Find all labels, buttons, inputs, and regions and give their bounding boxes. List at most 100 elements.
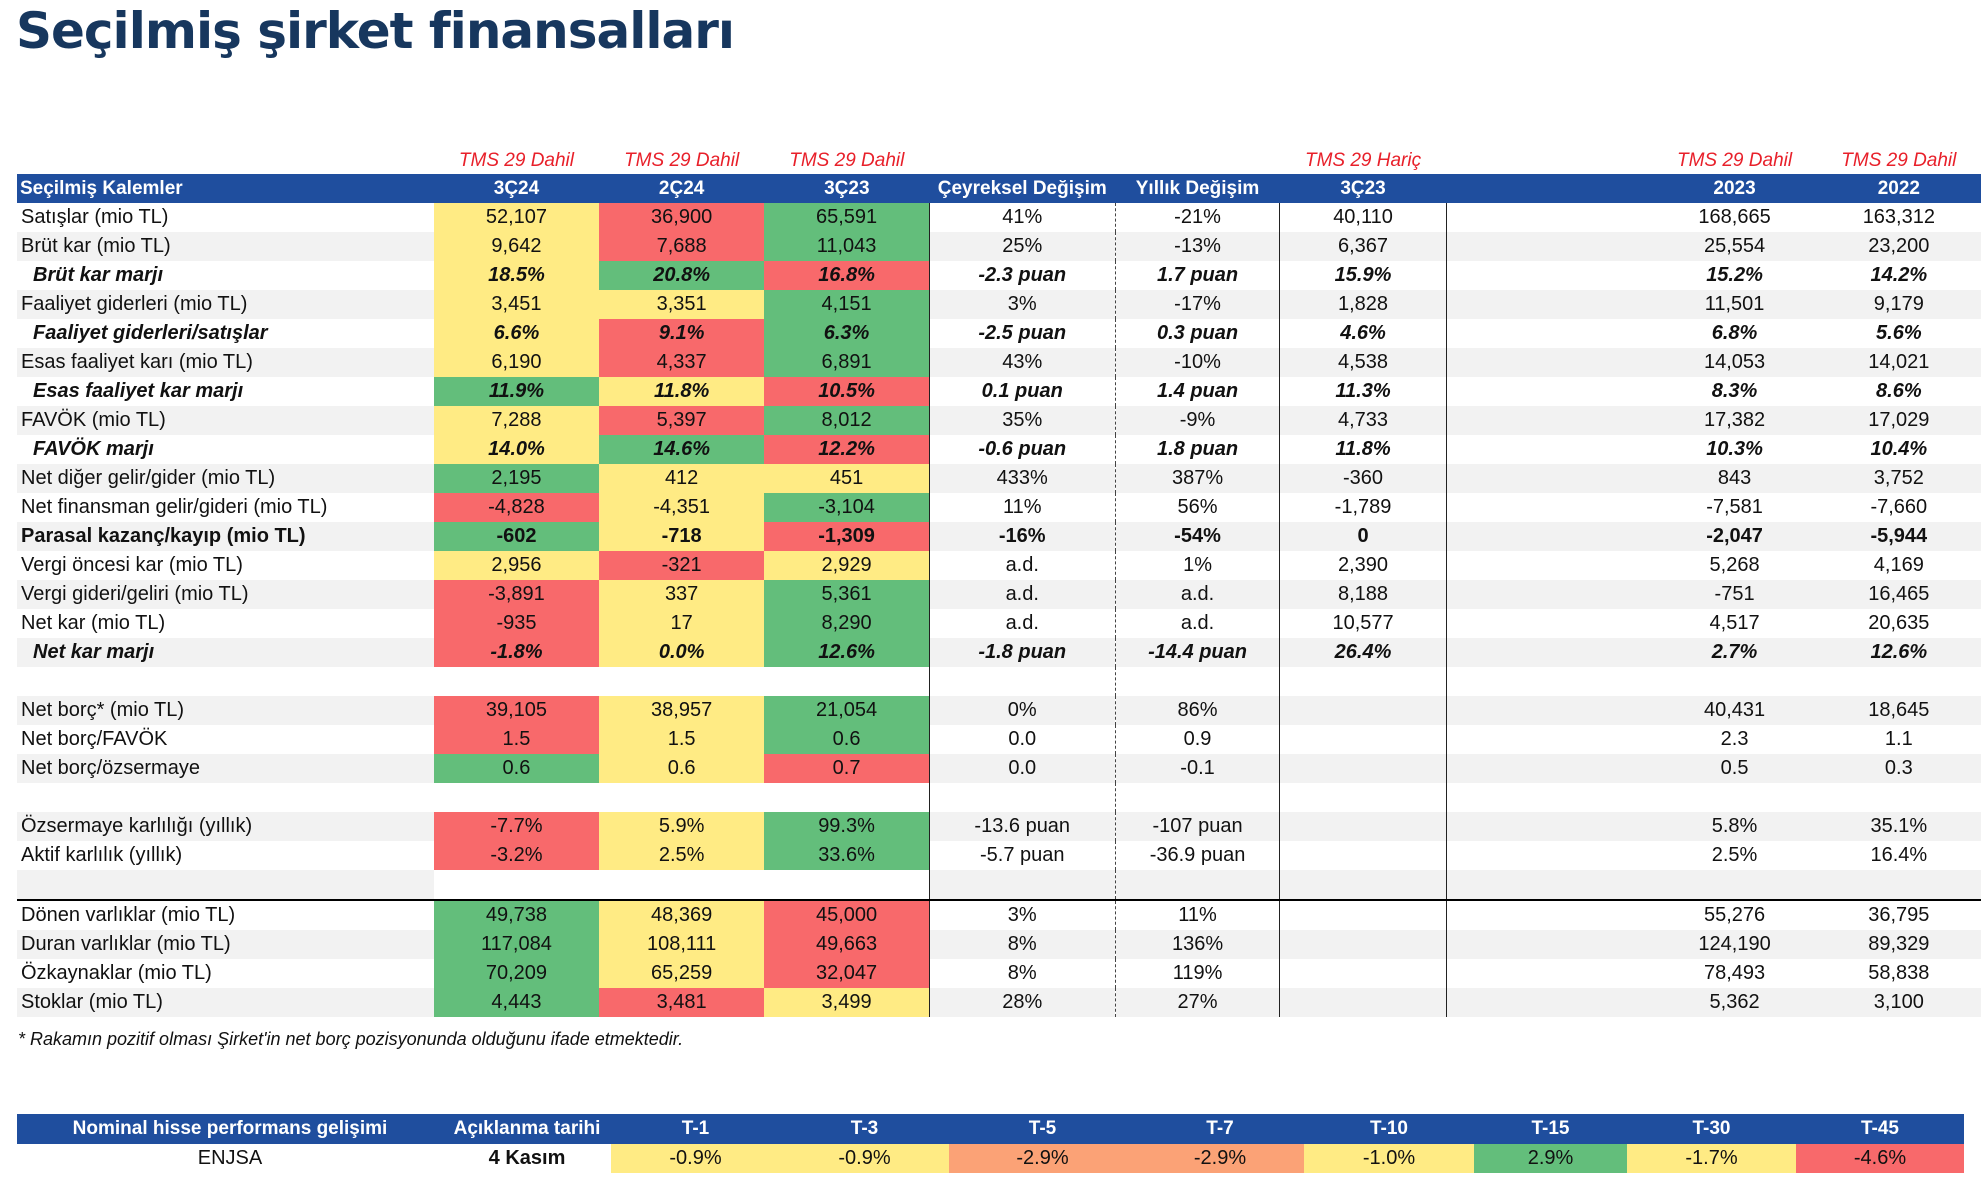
tms-label: TMS 29 Dahil — [1676, 150, 1793, 171]
table-cell — [928, 783, 1116, 812]
table-row: Özkaynaklar (mio TL) 70,209 65,259 32,047 8%… — [17, 959, 1981, 988]
table-cell — [1279, 783, 1447, 812]
table-cell — [433, 783, 600, 812]
table-cell: 17 — [599, 609, 765, 638]
column-header: 3Ç23 — [764, 174, 930, 203]
table-cell — [1445, 899, 1653, 930]
table-cell: 9,642 — [433, 232, 600, 261]
table-cell: -3,104 — [764, 493, 930, 522]
table-cell: -751 — [1652, 580, 1817, 609]
table-cell: -1.8% — [433, 638, 600, 667]
row-label: Esas faaliyet karı (mio TL) — [17, 348, 434, 377]
table-cell: 58,838 — [1868, 962, 1930, 984]
table-cell — [1817, 667, 1981, 696]
table-cell: -0.6 puan — [928, 435, 1116, 464]
table-cell: 0.1 puan — [928, 377, 1116, 406]
table-cell: 6.6% — [433, 319, 600, 348]
table-cell — [1279, 754, 1447, 783]
table-row — [17, 870, 1981, 900]
table-cell — [433, 870, 600, 900]
table-row: Satışlar (mio TL) 52,107 36,900 65,591 41% -2… — [17, 203, 1981, 232]
row-label: Stoklar (mio TL) — [17, 988, 434, 1017]
table-cell: 20.8% — [599, 261, 765, 290]
row-label: FAVÖK (mio TL) — [17, 406, 434, 435]
table-cell: 3,351 — [599, 290, 765, 319]
table-cell — [1445, 988, 1653, 1017]
table-cell: 7,688 — [599, 232, 765, 261]
table-cell: 451 — [764, 464, 930, 493]
table-row: FAVÖK marjı 14.0% 14.6% 12.2% -0.6 puan 1.8 p… — [17, 435, 1981, 464]
table-cell: 843 — [1652, 464, 1817, 493]
table-cell: 0.9 — [1114, 725, 1280, 754]
table-cell: 10.5% — [764, 377, 930, 406]
table-cell: 2.7% — [1652, 638, 1817, 667]
table-cell: -14.4 puan — [1114, 638, 1280, 667]
table-cell: 40,431 — [1652, 696, 1817, 725]
table-cell: 8% — [928, 959, 1116, 988]
table-cell: 0.0 — [928, 754, 1116, 783]
table-cell: 337 — [599, 580, 765, 609]
table-cell — [1445, 377, 1653, 406]
perf-value: -4.6% — [1796, 1144, 1964, 1173]
table-cell: 2,929 — [764, 551, 930, 580]
table-cell: 168,665 — [1698, 206, 1771, 228]
table-row: Net kar marjı -1.8% 0.0% 12.6% -1.8 puan -14.… — [17, 638, 1981, 667]
table-cell — [928, 667, 1116, 696]
tms-label: TMS 29 Dahil — [1841, 150, 1957, 171]
table-cell — [1445, 435, 1653, 464]
table-cell: 11,501 — [1652, 290, 1817, 319]
table-cell: 3,481 — [599, 988, 765, 1017]
table-cell: -54% — [1114, 522, 1280, 551]
table-cell: a.d. — [928, 551, 1116, 580]
table-cell: 18,645 — [1816, 696, 1981, 725]
table-cell: 9,179 — [1816, 290, 1981, 319]
table-cell: 86% — [1114, 696, 1280, 725]
table-cell: 17,382 — [1652, 406, 1817, 435]
row-label: FAVÖK marjı — [33, 438, 154, 460]
table-cell: 23,200 — [1816, 232, 1981, 261]
table-cell: 16.8% — [764, 261, 930, 290]
table-cell: 38,957 — [599, 696, 765, 725]
table-row: Esas faaliyet karı (mio TL) 6,190 4,337 6,8… — [17, 348, 1981, 377]
row-label: Vergi öncesi kar (mio TL) — [21, 554, 243, 576]
table-cell: 25% — [928, 232, 1116, 261]
perf-column-header: T-5 — [949, 1114, 1136, 1144]
table-cell: 4,443 — [433, 988, 600, 1017]
table-cell — [764, 667, 930, 696]
table-cell: 78,493 — [1703, 962, 1766, 984]
table-row: Net borç/FAVÖK 1.5 1.5 0.6 0.0 0.9 2.3 1.1 — [17, 725, 1981, 754]
table-cell — [928, 870, 1116, 900]
table-cell — [1445, 667, 1653, 696]
table-cell — [1445, 580, 1653, 609]
table-cell: 8.3% — [1711, 380, 1758, 402]
table-cell: 52,107 — [433, 203, 600, 232]
table-cell — [1445, 609, 1653, 638]
table-cell: -2.3 puan — [928, 261, 1116, 290]
table-cell — [1279, 667, 1447, 696]
table-cell: 0.7 — [764, 754, 930, 783]
table-cell: 33.6% — [764, 841, 930, 870]
column-header: 2023 — [1652, 174, 1817, 203]
table-cell — [1652, 783, 1816, 812]
table-cell — [1445, 464, 1653, 493]
row-label: Net borç/FAVÖK — [21, 728, 168, 750]
table-cell: 0.3 puan — [1114, 319, 1280, 348]
table-cell: 11,043 — [764, 232, 930, 261]
table-cell: 10,577 — [1279, 609, 1447, 638]
table-cell: 48,369 — [599, 899, 765, 930]
page-title: Seçilmiş şirket finansalları — [16, 2, 735, 60]
table-cell: 3,451 — [433, 290, 600, 319]
table-cell: 5,362 — [1652, 988, 1817, 1017]
column-header: 3Ç23 — [1279, 174, 1447, 203]
table-row: Net borç* (mio TL) 39,105 38,957 21,054 0% 86… — [17, 696, 1981, 725]
column-header: 3Ç24 — [433, 174, 600, 203]
table-row: Parasal kazanç/kayıp (mio TL) -602 -718 -1,… — [17, 522, 1981, 551]
table-cell: 412 — [599, 464, 765, 493]
table-cell: a.d. — [928, 609, 1116, 638]
table-cell: 3% — [928, 290, 1116, 319]
table-cell: 16,465 — [1816, 580, 1981, 609]
table-cell: 0.3 — [1816, 754, 1981, 783]
table-cell — [1445, 754, 1653, 783]
table-row: Vergi gideri/geliri (mio TL) -3,891 337 5,3… — [17, 580, 1981, 609]
tms-label: TMS 29 Dahil — [458, 150, 575, 171]
